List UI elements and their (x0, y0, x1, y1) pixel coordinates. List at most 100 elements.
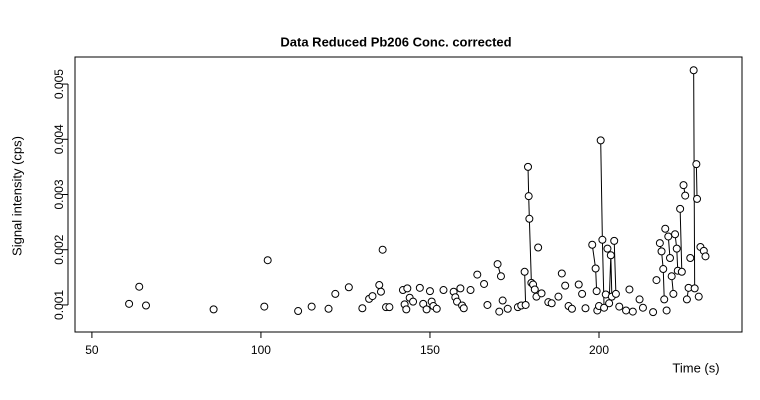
data-point (439, 286, 448, 295)
data-point (625, 285, 634, 294)
data-point (596, 136, 605, 145)
data-point (665, 254, 674, 263)
data-point (378, 245, 387, 254)
data-point (677, 267, 686, 276)
y-tick-label: 0.003 (52, 179, 66, 209)
data-point (498, 296, 507, 305)
data-point (628, 307, 637, 316)
data-point (681, 191, 690, 200)
data-point (530, 285, 539, 294)
data-point (135, 282, 144, 291)
data-point (425, 287, 434, 296)
data-point (260, 302, 269, 311)
data-point (480, 279, 489, 288)
data-point (655, 239, 664, 248)
data-point (473, 270, 482, 279)
data-point (496, 272, 505, 281)
data-point (671, 230, 680, 239)
data-point (659, 265, 668, 274)
data-point (692, 160, 701, 169)
data-point (701, 252, 710, 261)
data-point (652, 276, 661, 285)
data-point (615, 302, 624, 311)
data-point (578, 289, 587, 298)
data-point (557, 269, 566, 278)
x-tick-label: 200 (589, 343, 609, 357)
data-point (676, 204, 685, 213)
data-point (415, 283, 424, 292)
data-point (524, 162, 533, 171)
data-point (664, 232, 673, 241)
x-tick-label: 150 (420, 343, 440, 357)
data-point (503, 304, 512, 313)
data-point (605, 299, 614, 308)
data-point (456, 284, 465, 293)
data-point (141, 301, 150, 310)
data-point (603, 244, 612, 253)
data-point (331, 289, 340, 298)
x-tick-label: 50 (85, 343, 99, 357)
data-point (667, 272, 676, 281)
data-point (547, 299, 556, 308)
x-tick-label: 100 (251, 343, 271, 357)
data-point (324, 304, 333, 313)
data-point (483, 300, 492, 309)
data-point (537, 289, 546, 298)
data-point (432, 304, 441, 313)
data-point (561, 281, 570, 290)
data-point (422, 305, 431, 314)
y-tick-label: 0.004 (52, 124, 66, 154)
data-point (376, 287, 385, 296)
data-point (635, 295, 644, 304)
data-point (600, 303, 609, 312)
x-axis-label: Time (s) (672, 360, 719, 375)
data-point (622, 306, 631, 315)
data-point (606, 251, 615, 260)
data-point (466, 286, 475, 295)
data-point (693, 194, 702, 203)
data-point (358, 304, 367, 313)
y-axis-label: Signal intensity (cps) (9, 136, 24, 256)
data-point (567, 304, 576, 313)
data-point (672, 244, 681, 253)
y-tick-label: 0.001 (52, 290, 66, 320)
data-point (657, 247, 666, 256)
data-point (534, 243, 543, 252)
data-point (525, 214, 534, 223)
data-point (459, 304, 468, 313)
data-point (385, 303, 394, 312)
data-point (495, 307, 504, 316)
data-point (581, 304, 590, 313)
data-point (588, 240, 597, 249)
y-tick-label: 0.002 (52, 234, 66, 264)
data-point (694, 292, 703, 301)
data-point (307, 302, 316, 311)
data-point (682, 295, 691, 304)
data-point (344, 283, 353, 292)
data-point (521, 300, 530, 309)
data-point (686, 254, 695, 263)
data-point (611, 289, 620, 298)
data-point (638, 303, 647, 312)
data-point (689, 66, 698, 75)
data-point (591, 264, 600, 273)
data-point (524, 192, 533, 201)
data-point (649, 308, 658, 317)
data-point (574, 280, 583, 289)
data-point (368, 292, 377, 301)
chart-title: Data Reduced Pb206 Conc. corrected (280, 34, 511, 49)
data-point (209, 305, 218, 314)
data-point (409, 297, 418, 306)
data-point (125, 299, 134, 308)
data-point (661, 224, 670, 233)
data-point (402, 305, 411, 314)
data-point (263, 256, 272, 265)
data-point (294, 307, 303, 316)
data-point (598, 235, 607, 244)
y-tick-label: 0.005 (52, 69, 66, 99)
data-point (520, 267, 529, 276)
data-point (679, 181, 688, 190)
data-point (690, 284, 699, 293)
